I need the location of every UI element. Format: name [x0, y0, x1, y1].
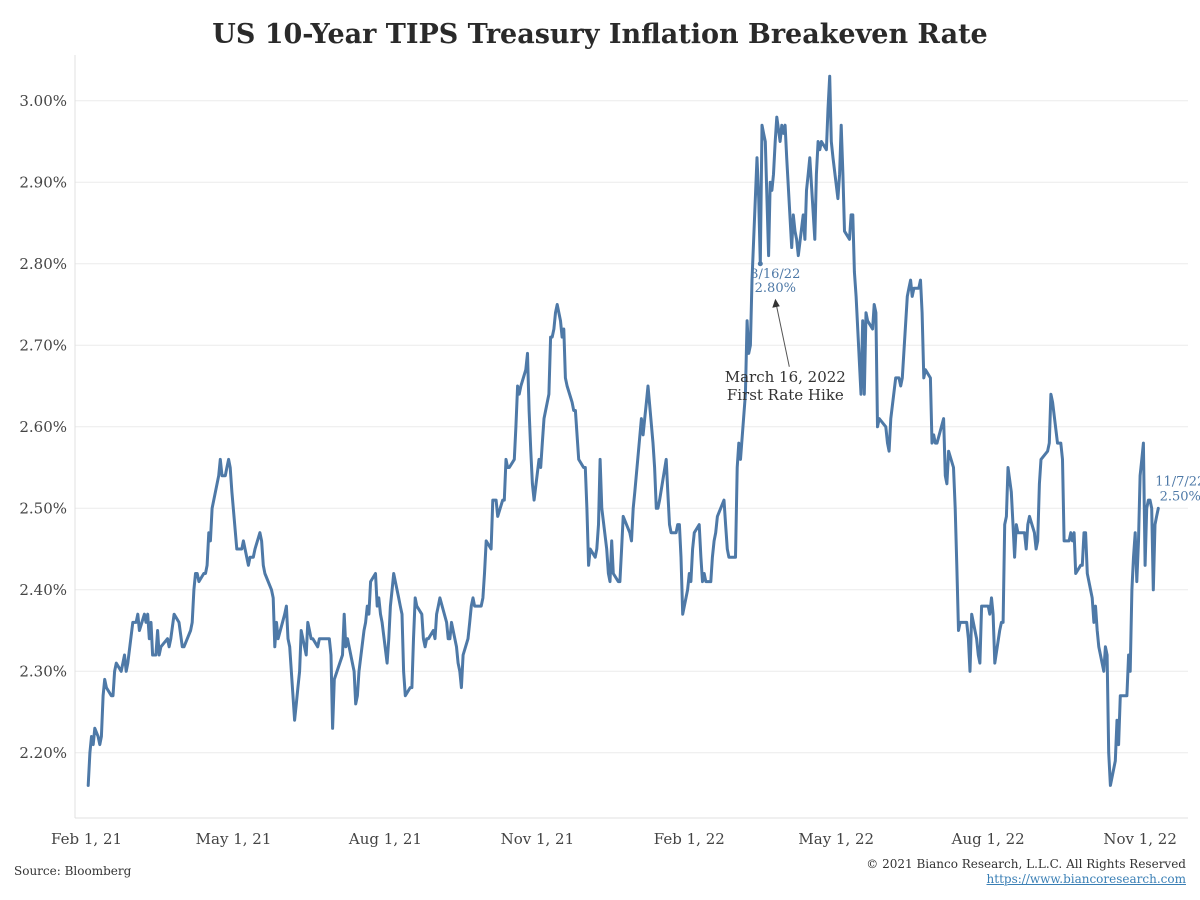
rate-hike-arrowhead [772, 298, 780, 308]
rate-hike-arrow-line [775, 304, 790, 367]
latest-value-label: 2.50% [1160, 489, 1200, 504]
x-tick-label: May 1, 21 [196, 830, 272, 848]
x-tick-label: Nov 1, 21 [501, 830, 575, 848]
x-tick-label: Feb 1, 22 [654, 830, 725, 848]
y-tick-label: 2.70% [19, 336, 67, 354]
x-tick-label: May 1, 22 [798, 830, 874, 848]
source-note: Source: Bloomberg [14, 864, 132, 878]
y-tick-label: 3.00% [19, 92, 67, 110]
series-line [86, 74, 1160, 787]
x-tick-label: Aug 1, 21 [348, 830, 422, 848]
rate-hike-subtitle: First Rate Hike [727, 386, 844, 404]
highlight-point-marker [757, 261, 763, 267]
y-tick-label: 2.90% [19, 173, 67, 191]
y-tick-label: 2.80% [19, 255, 67, 273]
y-tick-label: 2.60% [19, 418, 67, 436]
highlight-point-date: 3/16/22 [750, 267, 800, 282]
y-tick-label: 2.50% [19, 499, 67, 517]
gridlines [75, 100, 1188, 754]
x-tick-label: Nov 1, 22 [1103, 830, 1177, 848]
x-tick-label: Feb 1, 21 [51, 830, 122, 848]
latest-date-label: 11/7/22 [1155, 474, 1200, 489]
axes: 2.20% 2.30% 2.40% 2.50% 2.60% 2.70% 2.80% 2.90%… [19, 55, 1188, 848]
breakeven-line [86, 74, 1160, 787]
highlight-point-value: 2.80% [755, 281, 796, 296]
website-link[interactable]: https://www.biancoresearch.com [986, 872, 1186, 886]
copyright-text: © 2021 Bianco Research, L.L.C. All Right… [866, 857, 1186, 871]
footer-credits: © 2021 Bianco Research, L.L.C. All Right… [866, 857, 1186, 887]
x-tick-label: Aug 1, 22 [951, 830, 1025, 848]
y-tick-label: 2.40% [19, 581, 67, 599]
rate-hike-title: March 16, 2022 [725, 368, 846, 386]
chart-title: US 10-Year TIPS Treasury Inflation Break… [212, 19, 987, 50]
y-tick-label: 2.30% [19, 662, 67, 680]
y-tick-label: 2.20% [19, 744, 67, 762]
